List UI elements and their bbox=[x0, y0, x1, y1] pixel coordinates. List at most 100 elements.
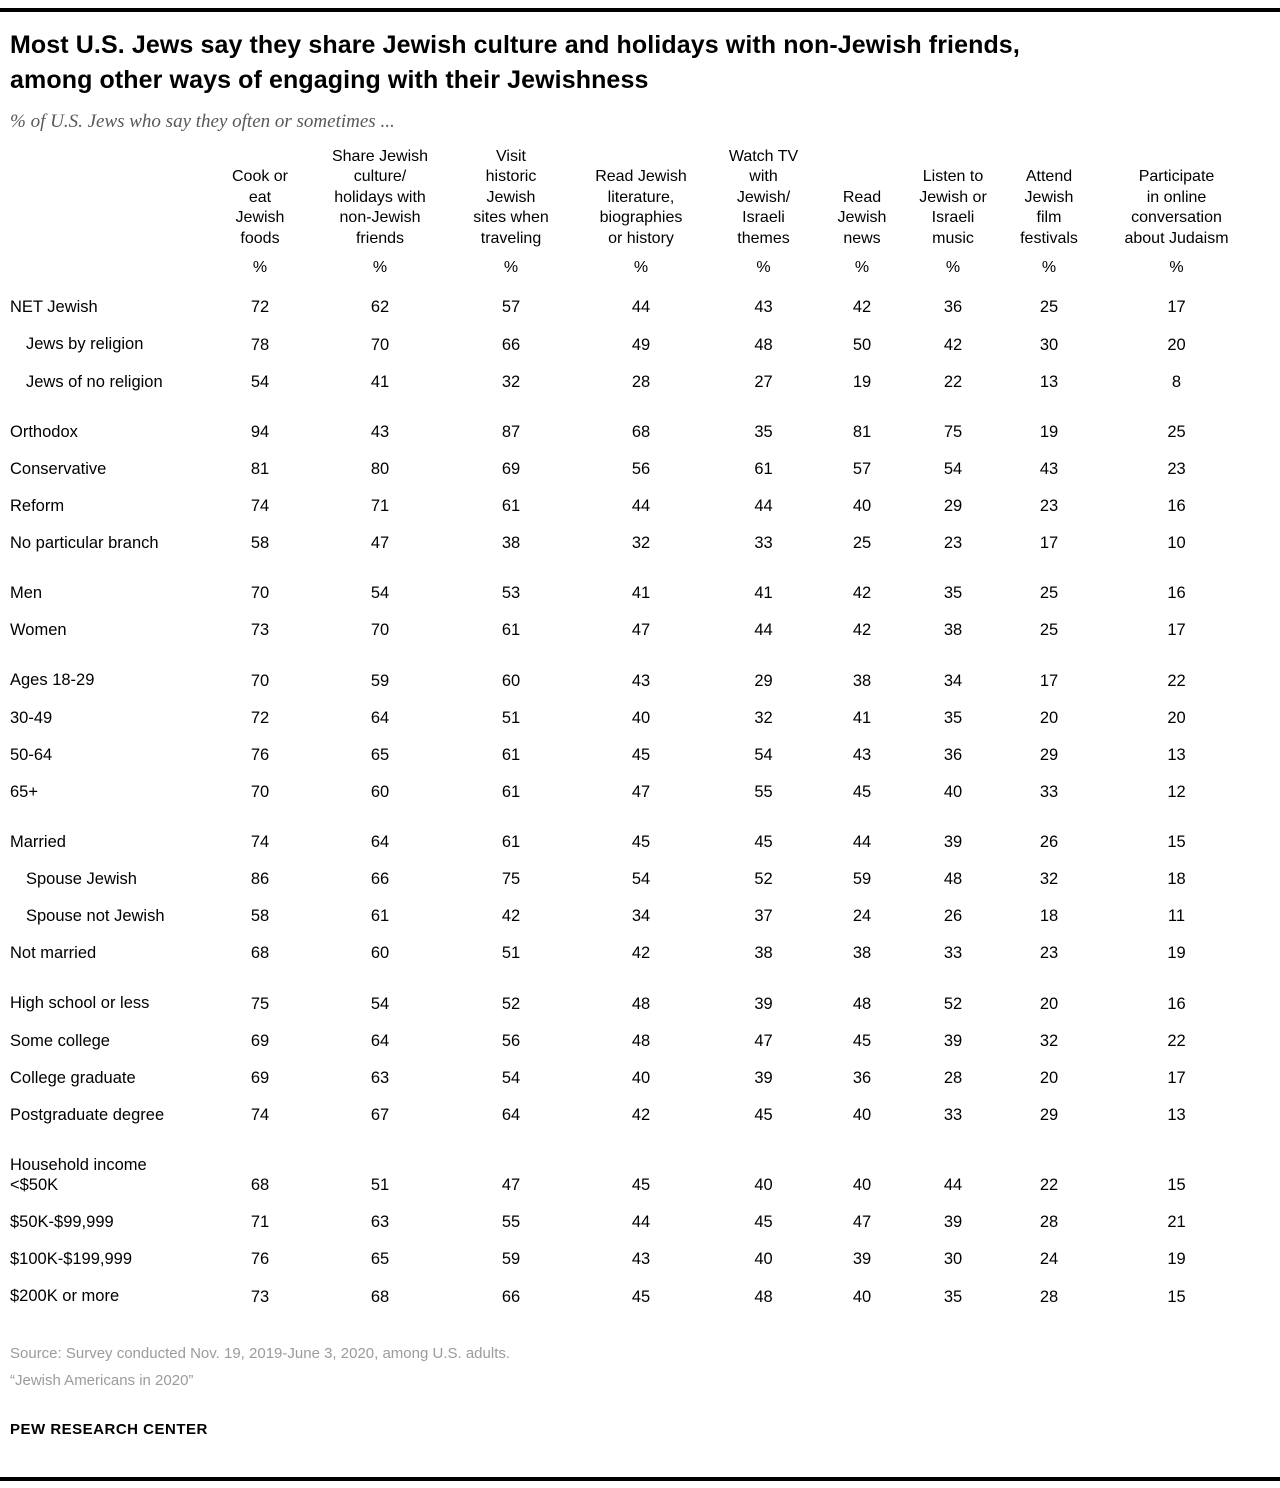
data-cell: 39 bbox=[852, 1250, 872, 1269]
data-cell: 58 bbox=[250, 534, 270, 553]
data-cell: 23 bbox=[1167, 459, 1186, 478]
data-cell: 61 bbox=[501, 497, 521, 516]
data-cell: 57 bbox=[852, 459, 872, 478]
data-cell: 29 bbox=[943, 497, 963, 516]
table-row: No particular branch 58 47 38 32 33 25 23 17 10 bbox=[10, 525, 1258, 562]
data-cell: 33 bbox=[943, 944, 963, 963]
data-cell: 38 bbox=[943, 621, 963, 640]
data-cell: 64 bbox=[370, 708, 390, 727]
column-header: Cook or eat Jewish foods bbox=[231, 168, 289, 247]
data-cell: 38 bbox=[852, 671, 872, 690]
data-cell: 40 bbox=[631, 1068, 651, 1087]
data-cell: 61 bbox=[754, 459, 773, 478]
column-header: Read Jewish news bbox=[837, 188, 887, 247]
data-cell: 26 bbox=[1039, 833, 1059, 852]
data-cell: 48 bbox=[631, 994, 651, 1013]
data-cell: 70 bbox=[250, 671, 270, 690]
data-cell: 65 bbox=[370, 745, 390, 764]
data-cell: 52 bbox=[501, 994, 521, 1013]
row-label: Orthodox bbox=[10, 422, 78, 441]
data-cell: 39 bbox=[943, 1031, 963, 1050]
data-cell: 36 bbox=[943, 745, 963, 764]
data-cell: 60 bbox=[370, 944, 390, 963]
data-cell: 81 bbox=[250, 459, 270, 478]
table-row: Not married 68 60 51 42 38 38 33 23 19 bbox=[10, 935, 1258, 972]
data-cell: 56 bbox=[501, 1031, 521, 1050]
table-row: 30-49 72 64 51 40 32 41 35 20 20 bbox=[10, 700, 1258, 737]
data-cell: 34 bbox=[631, 907, 651, 926]
data-cell: 32 bbox=[754, 708, 773, 727]
data-cell: 18 bbox=[1167, 870, 1186, 889]
data-cell: 75 bbox=[943, 422, 963, 441]
data-cell: 11 bbox=[1167, 907, 1186, 926]
row-label: $200K or more bbox=[10, 1287, 120, 1306]
data-cell: 45 bbox=[631, 833, 651, 852]
data-cell: 45 bbox=[852, 782, 872, 801]
data-cell: 40 bbox=[852, 1176, 872, 1195]
data-cell: 72 bbox=[250, 708, 270, 727]
data-cell: 61 bbox=[370, 907, 390, 926]
data-cell: 60 bbox=[370, 782, 390, 801]
data-cell: 80 bbox=[370, 459, 390, 478]
source-note-1: Source: Survey conducted Nov. 19, 2019-J… bbox=[10, 1344, 511, 1362]
data-cell: 48 bbox=[754, 1287, 773, 1306]
data-cell: 54 bbox=[370, 994, 390, 1013]
data-cell: 28 bbox=[943, 1068, 963, 1087]
row-label: Men bbox=[10, 584, 43, 603]
data-cell: 41 bbox=[754, 584, 773, 603]
data-cell: 36 bbox=[852, 1068, 872, 1087]
unit-label: % bbox=[503, 259, 519, 277]
data-cell: 69 bbox=[501, 459, 521, 478]
data-cell: 33 bbox=[754, 534, 773, 553]
data-cell: 35 bbox=[943, 584, 963, 603]
data-cell: 23 bbox=[1039, 944, 1059, 963]
data-cell: 59 bbox=[852, 870, 872, 889]
data-cell: 28 bbox=[1039, 1287, 1059, 1306]
data-cell: 61 bbox=[501, 833, 521, 852]
table-row: Ages 18-29 70 59 60 43 29 38 34 17 22 bbox=[10, 649, 1258, 699]
table-row: Reform 74 71 61 44 44 40 29 23 16 bbox=[10, 488, 1258, 525]
data-cell: 20 bbox=[1039, 708, 1059, 727]
data-cell: 29 bbox=[1039, 1105, 1059, 1124]
data-cell: 17 bbox=[1039, 534, 1059, 553]
data-cell: 75 bbox=[250, 994, 270, 1013]
data-cell: 35 bbox=[943, 1287, 963, 1306]
data-cell: 19 bbox=[1039, 422, 1059, 441]
table-row: 50-64 76 65 61 45 54 43 36 29 13 bbox=[10, 737, 1258, 774]
table-row: 65+ 70 60 61 47 55 45 40 33 12 bbox=[10, 774, 1258, 811]
data-cell: 48 bbox=[631, 1031, 651, 1050]
report-figure: Most U.S. Jews say they share Jewish cul… bbox=[10, 31, 1258, 1438]
data-cell: 25 bbox=[1039, 584, 1059, 603]
column-header: Read Jewish literature, biographies or h… bbox=[595, 168, 687, 247]
data-cell: 42 bbox=[852, 621, 872, 640]
table-row: High school or less 75 54 52 48 39 48 52 20 16 bbox=[10, 972, 1258, 1022]
row-label: 30-49 bbox=[10, 708, 53, 727]
data-cell: 70 bbox=[370, 621, 390, 640]
data-cell: 53 bbox=[501, 584, 521, 603]
data-cell: 36 bbox=[943, 298, 963, 317]
data-cell: 45 bbox=[754, 1213, 773, 1232]
table-row: Some college 69 64 56 48 47 45 39 32 22 bbox=[10, 1023, 1258, 1060]
data-cell: 13 bbox=[1167, 1105, 1186, 1124]
data-cell: 42 bbox=[852, 584, 872, 603]
data-cell: 64 bbox=[501, 1105, 521, 1124]
data-cell: 41 bbox=[370, 372, 390, 391]
data-cell: 40 bbox=[852, 497, 872, 516]
data-cell: 43 bbox=[1039, 459, 1059, 478]
data-cell: 48 bbox=[754, 335, 773, 354]
data-cell: 94 bbox=[250, 422, 270, 441]
data-cell: 33 bbox=[1039, 782, 1059, 801]
data-cell: 32 bbox=[1039, 870, 1059, 889]
data-cell: 28 bbox=[1039, 1213, 1059, 1232]
table-row: Jews of no religion 54 41 32 28 27 19 22 13 8 bbox=[10, 364, 1258, 401]
data-cell: 44 bbox=[631, 298, 651, 317]
data-cell: 22 bbox=[1039, 1176, 1059, 1195]
row-label: Household income <$50K bbox=[10, 1155, 147, 1195]
row-label: Conservative bbox=[10, 459, 107, 478]
unit-label: % bbox=[372, 259, 388, 277]
data-cell: 54 bbox=[501, 1068, 521, 1087]
row-label: $50K-$99,999 bbox=[10, 1213, 114, 1232]
data-cell: 19 bbox=[852, 372, 872, 391]
data-cell: 39 bbox=[754, 994, 773, 1013]
data-cell: 47 bbox=[852, 1213, 872, 1232]
